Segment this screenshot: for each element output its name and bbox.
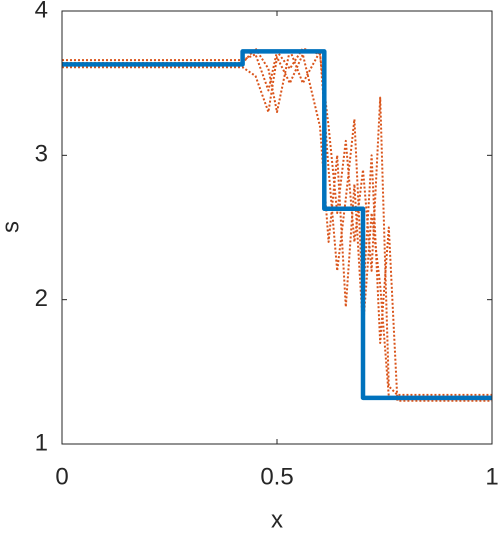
x-axis-label: x [271,506,283,533]
y-tick-label: 4 [35,0,48,23]
data-line [62,53,492,401]
y-tick-label: 2 [35,285,48,312]
y-tick-label: 3 [35,141,48,168]
data-line [62,47,492,402]
y-tick-label: 1 [35,429,48,456]
data-line [62,49,492,401]
x-tick-label: 1 [485,463,498,490]
x-tick-label: 0 [55,463,68,490]
y-axis-label: s [0,221,24,233]
x-tick-label: 0.5 [260,463,293,490]
axes-box [61,10,493,445]
data-line [62,47,492,396]
